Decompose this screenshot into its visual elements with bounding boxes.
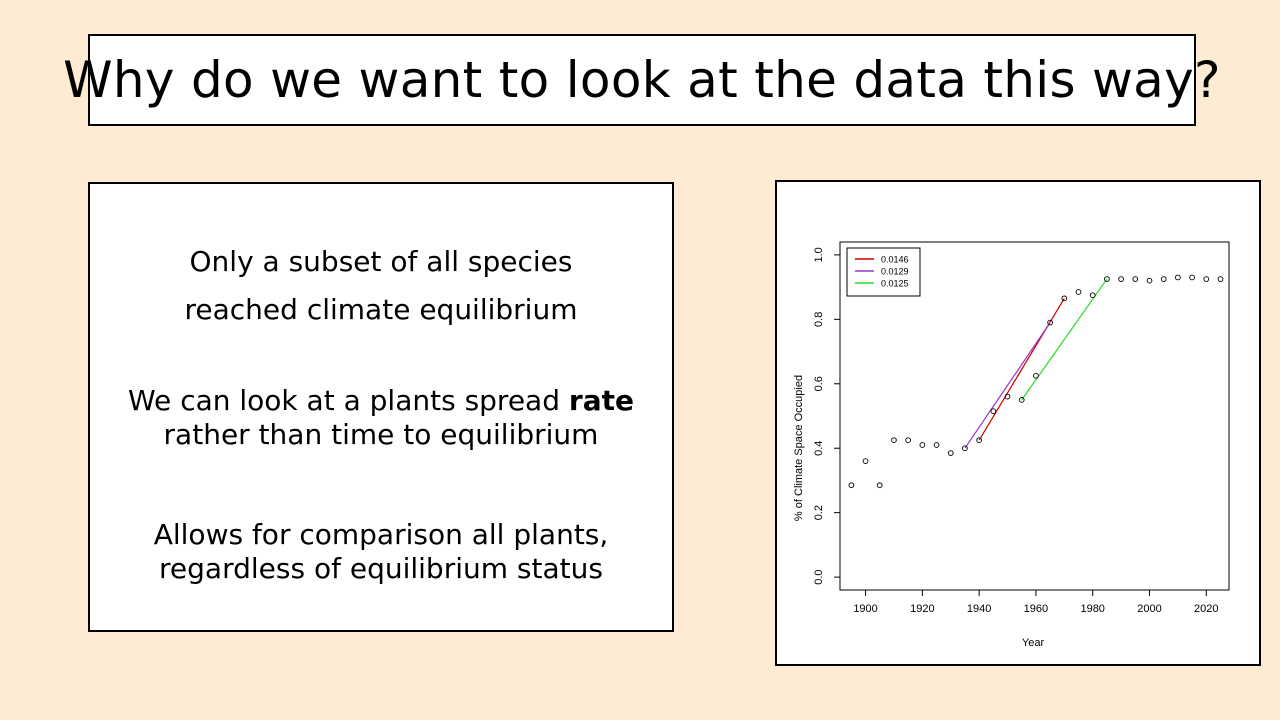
slide-title: Why do we want to look at the data this … [63,51,1221,109]
data-point [1217,276,1224,282]
fit-line [1021,278,1108,401]
point-subset: Only a subset of all species reached cli… [90,238,672,334]
y-tick-label: 0.2 [813,505,825,520]
data-point [1132,276,1139,282]
x-tick-label: 1960 [1024,603,1048,615]
data-point [1146,277,1153,284]
legend-label: 0.0125 [881,279,909,289]
data-point [1118,276,1124,282]
data-point [947,450,954,456]
data-point [848,482,855,489]
data-point [1004,393,1011,400]
point-subset-line2: reached climate equilibrium [184,293,578,326]
y-tick-label: 0.8 [813,312,825,327]
text-panel: Only a subset of all species reached cli… [88,182,674,632]
point-rate-line1: We can look at a plants spread rate [90,384,672,418]
data-point [1175,274,1181,281]
data-point [962,445,968,452]
chart-panel: 1900 1920 1940 1960 1980 2000 2020 0.0 0.2 0.4 0.6… [775,180,1261,666]
x-tick-label: 2020 [1194,603,1218,615]
x-axis-label: Year [1022,637,1045,649]
scatter-chart: 1900 1920 1940 1960 1980 2000 2020 0.0 0.2 0.4 0.6… [793,241,1230,649]
y-tick-label: 0.6 [813,376,825,391]
fit-line [978,298,1065,441]
y-tick-label: 0.4 [813,441,825,456]
legend: 0.0146 0.0129 0.0125 [846,247,921,297]
data-point [919,442,926,448]
axes: 1900 1920 1940 1960 1980 2000 2020 0.0 0.2 0.4 0.6… [813,247,1219,615]
data-point [1089,292,1096,299]
data-point [905,437,911,444]
data-point [933,442,940,448]
x-tick-label: 1940 [967,603,991,615]
fit-lines [964,278,1108,449]
point-comparison: Allows for comparison all plants, regard… [90,518,672,586]
point-comparison-line1: Allows for comparison all plants, [153,518,609,551]
data-point [1189,274,1195,281]
data-point [976,437,982,444]
legend-box [846,247,921,297]
y-tick-label: 0.0 [813,569,825,584]
data-point [1018,397,1025,403]
data-point [891,437,897,444]
data-point [1047,319,1053,326]
title-box: Why do we want to look at the data this … [63,34,1221,126]
data-point [862,458,869,464]
data-point [1075,289,1082,295]
data-point [1160,276,1167,282]
plot-frame [839,241,1230,591]
data-point [1203,276,1210,282]
y-tick-label: 1.0 [813,247,825,262]
point-rate-line2: rather than time to equilibrium [163,418,599,451]
point-comparison-line2: regardless of equilibrium status [159,552,603,585]
x-tick-label: 1900 [853,603,877,615]
point-rate-bold: rate [568,384,634,417]
point-rate: We can look at a plants spread rate rath… [90,384,672,452]
legend-label: 0.0129 [881,267,909,277]
data-points [848,274,1224,489]
x-tick-label: 1920 [910,603,934,615]
data-point [876,482,883,489]
point-subset-line1: Only a subset of all species [189,245,573,278]
data-point [1033,372,1039,379]
data-point [1061,295,1068,302]
y-axis-label: % of Climate Space Occupied [793,375,805,521]
fit-line [964,322,1051,449]
data-point [1104,276,1110,282]
legend-label: 0.0146 [881,255,909,265]
point-rate-text: We can look at a plants spread [128,384,569,417]
x-tick-label: 2000 [1137,603,1161,615]
x-tick-label: 1980 [1080,603,1104,615]
data-point [990,408,997,415]
